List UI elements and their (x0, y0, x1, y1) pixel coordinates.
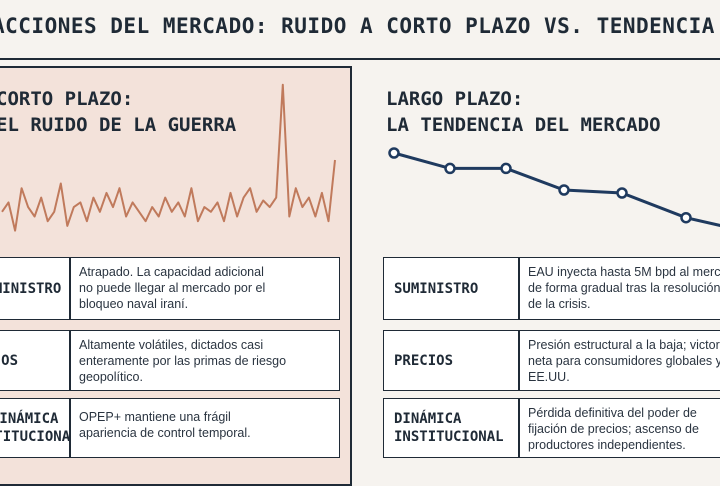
long-term-heading: LARGO PLAZO: (386, 88, 524, 110)
right-row-text: EAU inyecta hasta 5M bpd al mercado de fo… (519, 257, 720, 320)
page-title: ACCIONES DEL MERCADO: RUIDO A CORTO PLAZ… (0, 14, 720, 38)
left-row-text: Altamente volátiles, dictados casi entera… (70, 330, 340, 391)
trend-point (680, 211, 692, 224)
trend-series-line (393, 151, 720, 227)
trend-point (388, 147, 400, 159)
right-row-text: Pérdida definitiva del poder de fijación … (519, 398, 720, 458)
left-row-text: Atrapado. La capacidad adicional no puede… (70, 257, 340, 320)
title-bar: ACCIONES DEL MERCADO: RUIDO A CORTO PLAZ… (0, 0, 720, 60)
short-term-subheading: EL RUIDO DE LA GUERRA (0, 114, 237, 136)
right-row-label: PRECIOS (383, 330, 519, 391)
right-row-label: SUMINISTRO (383, 257, 519, 320)
right-row-text: Presión estructural a la baja; victoria n… (519, 330, 720, 391)
long-term-trend-chart (388, 147, 720, 227)
trend-point (500, 162, 512, 175)
long-term-subheading: LA TENDENCIA DEL MERCADO (386, 114, 661, 136)
trend-point (558, 184, 570, 196)
noise-series-line (1, 83, 336, 232)
trend-point (616, 187, 628, 199)
short-term-noise-chart (1, 83, 336, 232)
left-row-label: SUMINISTRO (0, 257, 70, 320)
right-row-label: DINÁMICA INSTITUCIONAL (383, 398, 519, 458)
left-row-label: PRECIOS (0, 330, 70, 391)
left-row-text: OPEP+ mantiene una frágil apariencia de c… (70, 398, 340, 458)
short-term-heading: CORTO PLAZO: (0, 88, 134, 110)
trend-point (444, 162, 456, 175)
